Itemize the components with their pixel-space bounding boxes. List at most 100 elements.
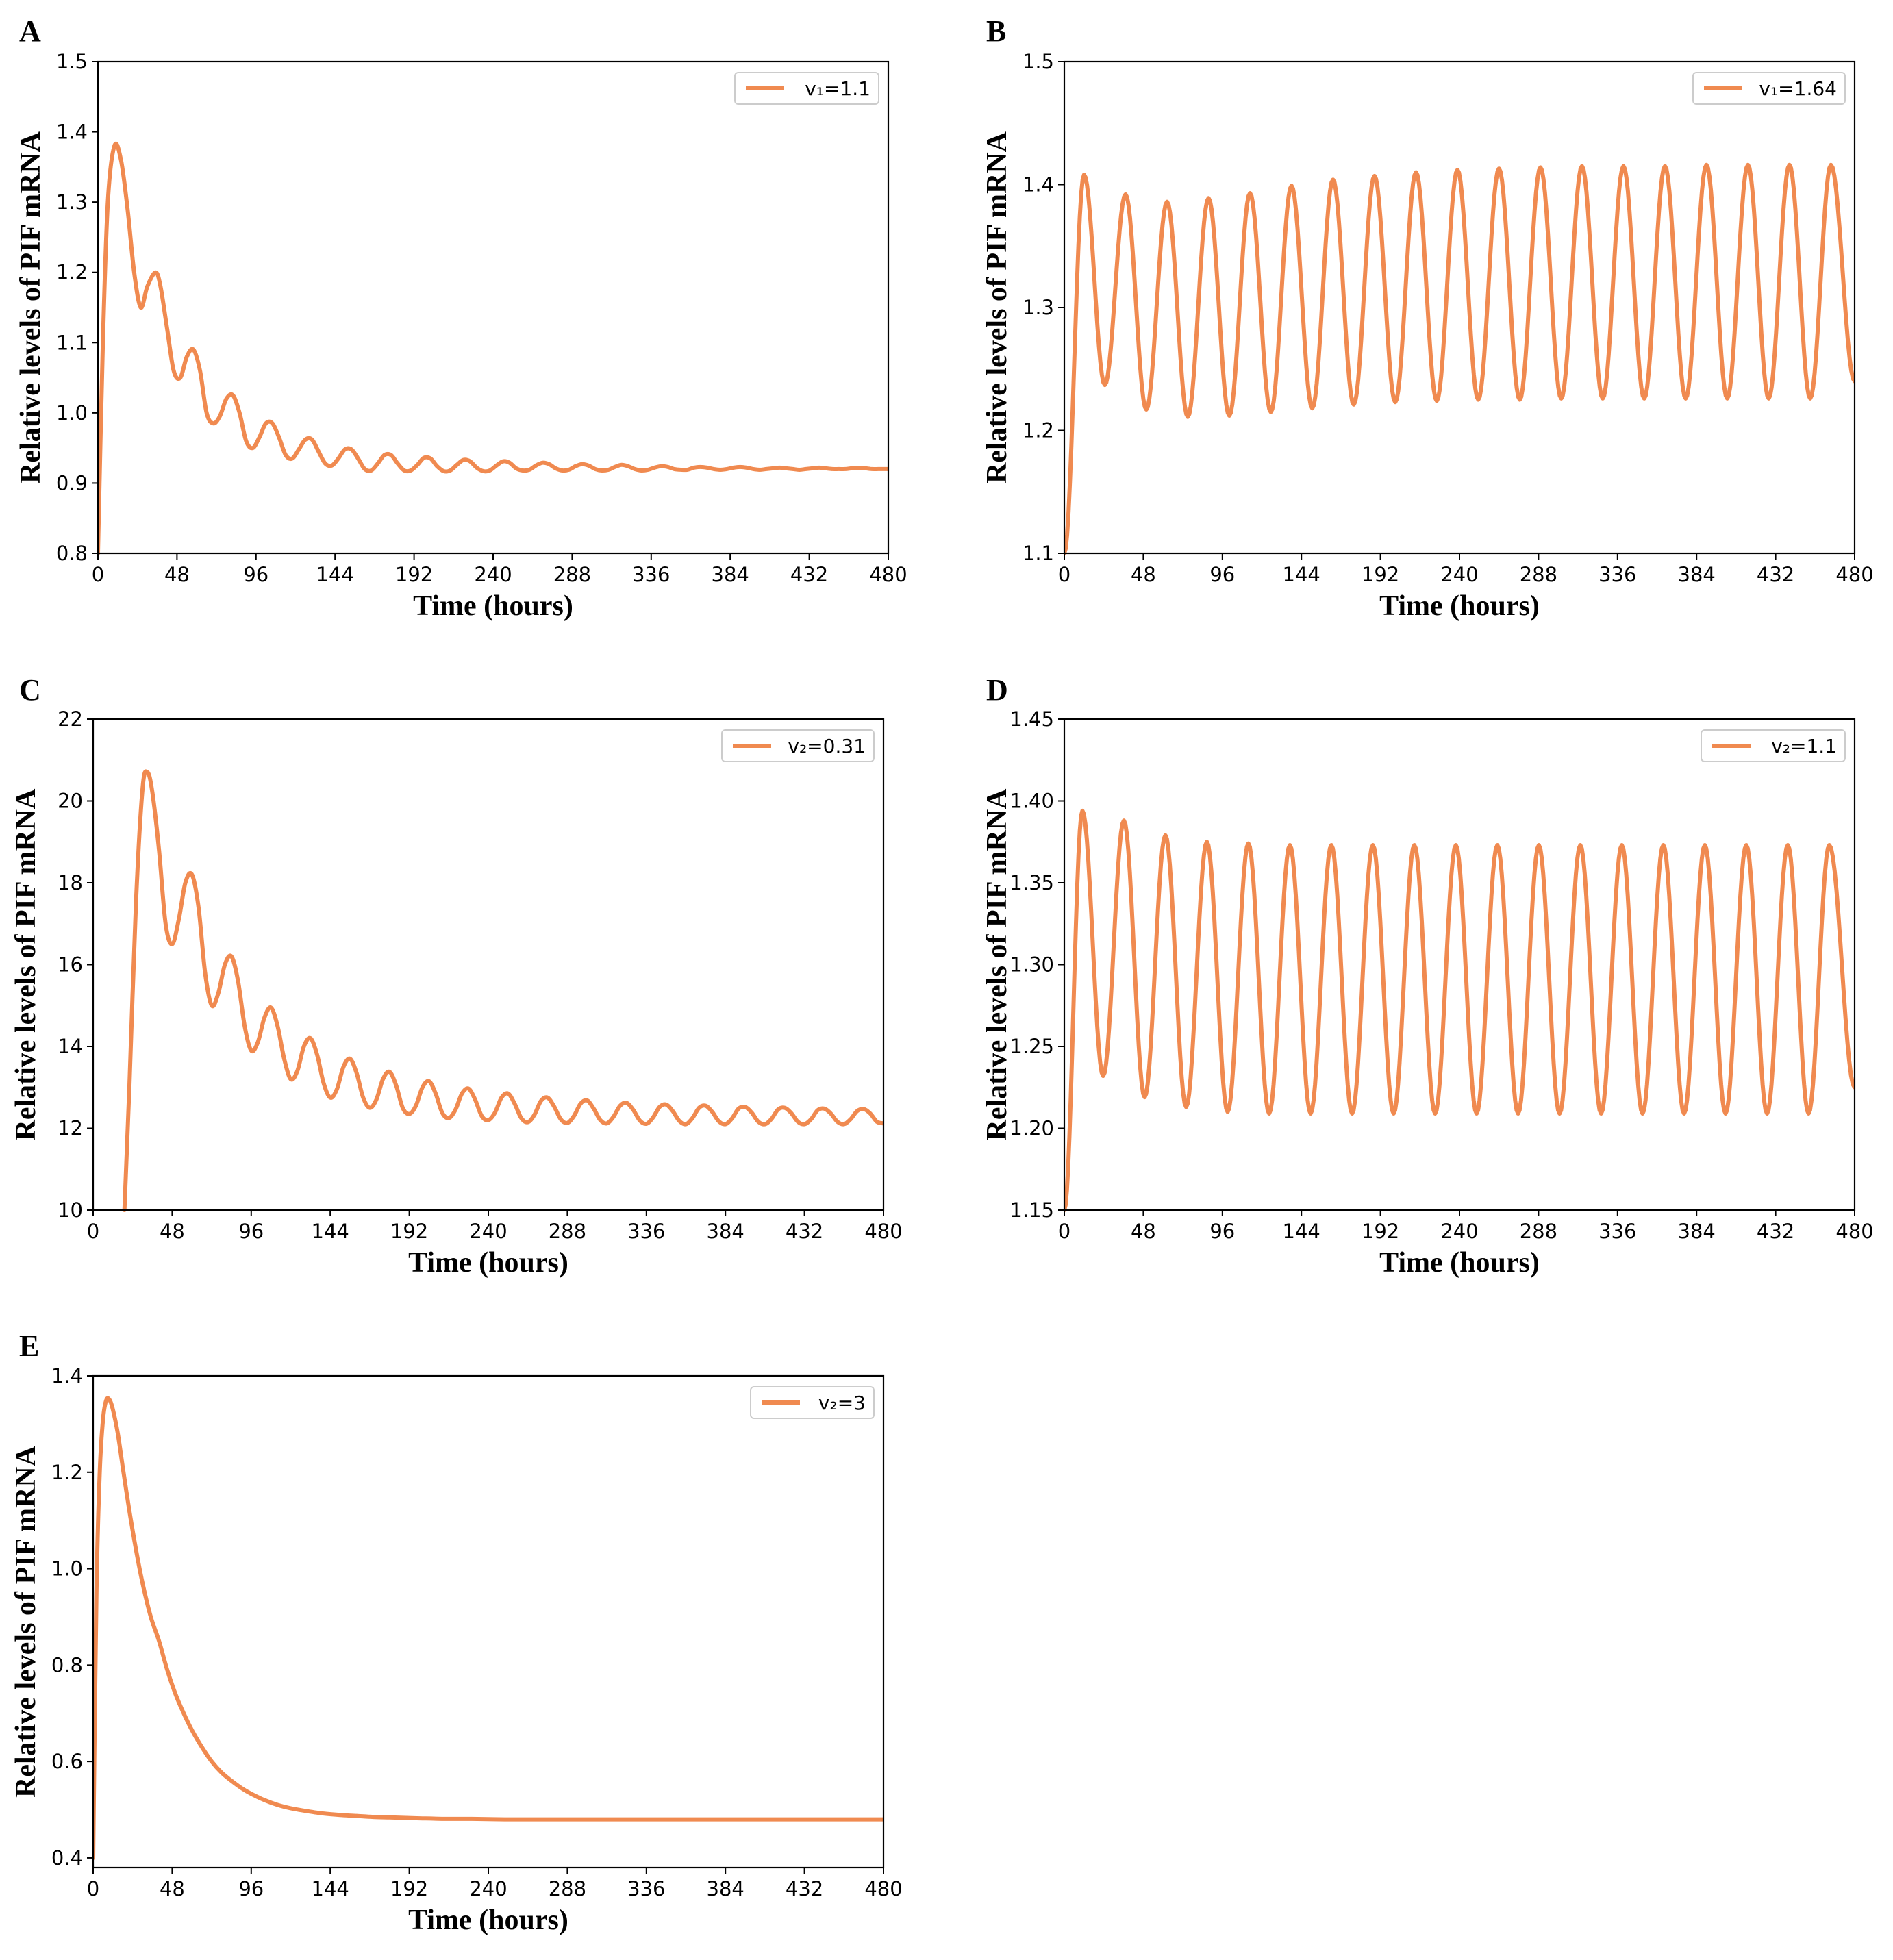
legend-label: v₁=1.64 (1759, 77, 1837, 100)
x-tick-label: 192 (390, 1220, 428, 1243)
y-axis-title: Relative levels of PIF mRNA (981, 788, 1013, 1141)
series-line (98, 141, 888, 555)
x-tick-label: 336 (1599, 1220, 1636, 1243)
x-tick-label: 96 (1209, 563, 1235, 586)
y-tick-label: 0.8 (56, 542, 88, 565)
y-tick-label: 1.4 (1023, 173, 1054, 197)
x-tick-label: 288 (553, 563, 591, 586)
x-axis-title: Time (hours) (408, 1905, 568, 1936)
x-axis-title: Time (hours) (1379, 1247, 1540, 1279)
x-tick-label: 288 (549, 1220, 586, 1243)
x-axis-title: Time (hours) (413, 590, 573, 622)
x-tick-label: 432 (1757, 1220, 1794, 1243)
x-tick-label: 48 (1131, 563, 1156, 586)
x-tick-label: 384 (712, 563, 749, 586)
legend-box (750, 1386, 875, 1419)
y-axis-title: Relative levels of PIF mRNA (10, 1445, 42, 1798)
x-tick-label: 288 (1520, 1220, 1557, 1243)
x-tick-label: 240 (469, 1877, 507, 1900)
x-tick-label: 0 (92, 563, 104, 586)
x-tick-label: 96 (1209, 1220, 1235, 1243)
plot-frame (92, 718, 885, 1211)
panel-b: B 0 48 96 144 192 240 288 336 384 432 480 1.1 1.2 1.3 1… (981, 14, 1874, 622)
y-tick-label: 0.6 (51, 1750, 83, 1773)
x-tick-label: 192 (390, 1877, 428, 1900)
legend-label: v₂=0.31 (788, 735, 866, 757)
y-tick-label: 1.4 (51, 1364, 83, 1387)
x-tick-label: 384 (1678, 1220, 1716, 1243)
legend-label: v₁=1.1 (805, 77, 870, 100)
y-tick-label: 16 (58, 953, 83, 977)
y-axis-title: Relative levels of PIF mRNA (15, 131, 47, 483)
x-tick-label: 48 (1131, 1220, 1156, 1243)
panel-a: A 0 48 96 144 192 240 288 336 384 432 480 0.8 0.9 1.0 1… (15, 14, 907, 622)
x-tick-label: 48 (160, 1877, 185, 1900)
x-tick-label: 336 (627, 1220, 665, 1243)
y-tick-label: 0.8 (51, 1653, 83, 1676)
x-tick-label: 336 (632, 563, 670, 586)
series-line (122, 769, 883, 1212)
y-tick-label: 0.4 (51, 1846, 83, 1870)
y-tick-label: 14 (58, 1035, 83, 1058)
x-tick-label: 288 (1520, 563, 1557, 586)
x-tick-label: 192 (1362, 1220, 1399, 1243)
x-tick-label: 144 (1283, 1220, 1320, 1243)
x-tick-label: 192 (395, 563, 433, 586)
y-axis-title: Relative levels of PIF mRNA (981, 131, 1013, 483)
x-tick-label: 336 (1599, 563, 1636, 586)
x-tick-label: 384 (707, 1877, 744, 1900)
legend-box (1701, 729, 1846, 762)
y-tick-label: 10 (58, 1198, 83, 1222)
y-tick-label: 1.5 (56, 50, 88, 73)
x-tick-label: 96 (243, 563, 268, 586)
y-tick-label: 1.2 (56, 261, 88, 284)
x-tick-label: 144 (312, 1220, 349, 1243)
panel-letter: C (19, 673, 41, 707)
x-tick-label: 384 (707, 1220, 744, 1243)
y-tick-label: 1.30 (1010, 953, 1054, 977)
x-tick-label: 480 (869, 563, 907, 586)
x-tick-label: 240 (474, 563, 512, 586)
legend-box (1692, 72, 1846, 105)
x-tick-label: 240 (469, 1220, 507, 1243)
legend-label: v₂=3 (818, 1392, 866, 1414)
panel-d: D 0 48 96 144 192 240 288 336 384 432 480 1.15 1.20 1.… (981, 673, 1874, 1279)
plot-frame (97, 60, 890, 555)
x-tick-label: 144 (316, 563, 354, 586)
x-axis-title: Time (hours) (1379, 590, 1540, 622)
legend-box (734, 72, 879, 105)
panel-e: E 0 48 96 144 192 240 288 336 384 432 480 0.4 0.6 0.8 1… (10, 1329, 903, 1936)
x-tick-label: 384 (1678, 563, 1716, 586)
x-tick-label: 432 (790, 563, 828, 586)
y-tick-label: 0.9 (56, 471, 88, 494)
y-tick-label: 18 (58, 871, 83, 894)
x-tick-label: 48 (160, 1220, 185, 1243)
y-tick-label: 1.1 (1023, 542, 1054, 565)
legend-label: v₂=1.1 (1771, 735, 1837, 757)
panel-c: C 0 48 96 144 192 240 288 336 384 432 480 10 12 14 16 18… (10, 673, 903, 1279)
y-tick-label: 22 (58, 707, 83, 731)
x-tick-label: 480 (1835, 1220, 1873, 1243)
y-tick-label: 1.0 (51, 1557, 83, 1581)
panel-letter: E (19, 1329, 39, 1363)
x-tick-label: 336 (627, 1877, 665, 1900)
x-tick-label: 96 (238, 1877, 264, 1900)
x-tick-label: 480 (864, 1877, 902, 1900)
x-axis-title: Time (hours) (408, 1247, 568, 1279)
x-tick-label: 0 (87, 1877, 99, 1900)
y-tick-label: 1.3 (1023, 296, 1054, 319)
panel-letter: A (19, 14, 41, 48)
series-line (1064, 808, 1855, 1212)
y-tick-label: 1.3 (56, 190, 88, 214)
x-tick-label: 0 (87, 1220, 99, 1243)
y-tick-label: 1.2 (1023, 419, 1054, 442)
x-tick-label: 192 (1362, 563, 1399, 586)
y-tick-label: 20 (58, 790, 83, 813)
y-tick-label: 1.0 (56, 401, 88, 425)
panel-letter: B (986, 14, 1006, 48)
x-tick-label: 96 (238, 1220, 264, 1243)
legend-box (721, 729, 875, 762)
x-tick-label: 480 (1835, 563, 1873, 586)
y-tick-label: 1.1 (56, 331, 88, 354)
x-tick-label: 0 (1058, 563, 1070, 586)
